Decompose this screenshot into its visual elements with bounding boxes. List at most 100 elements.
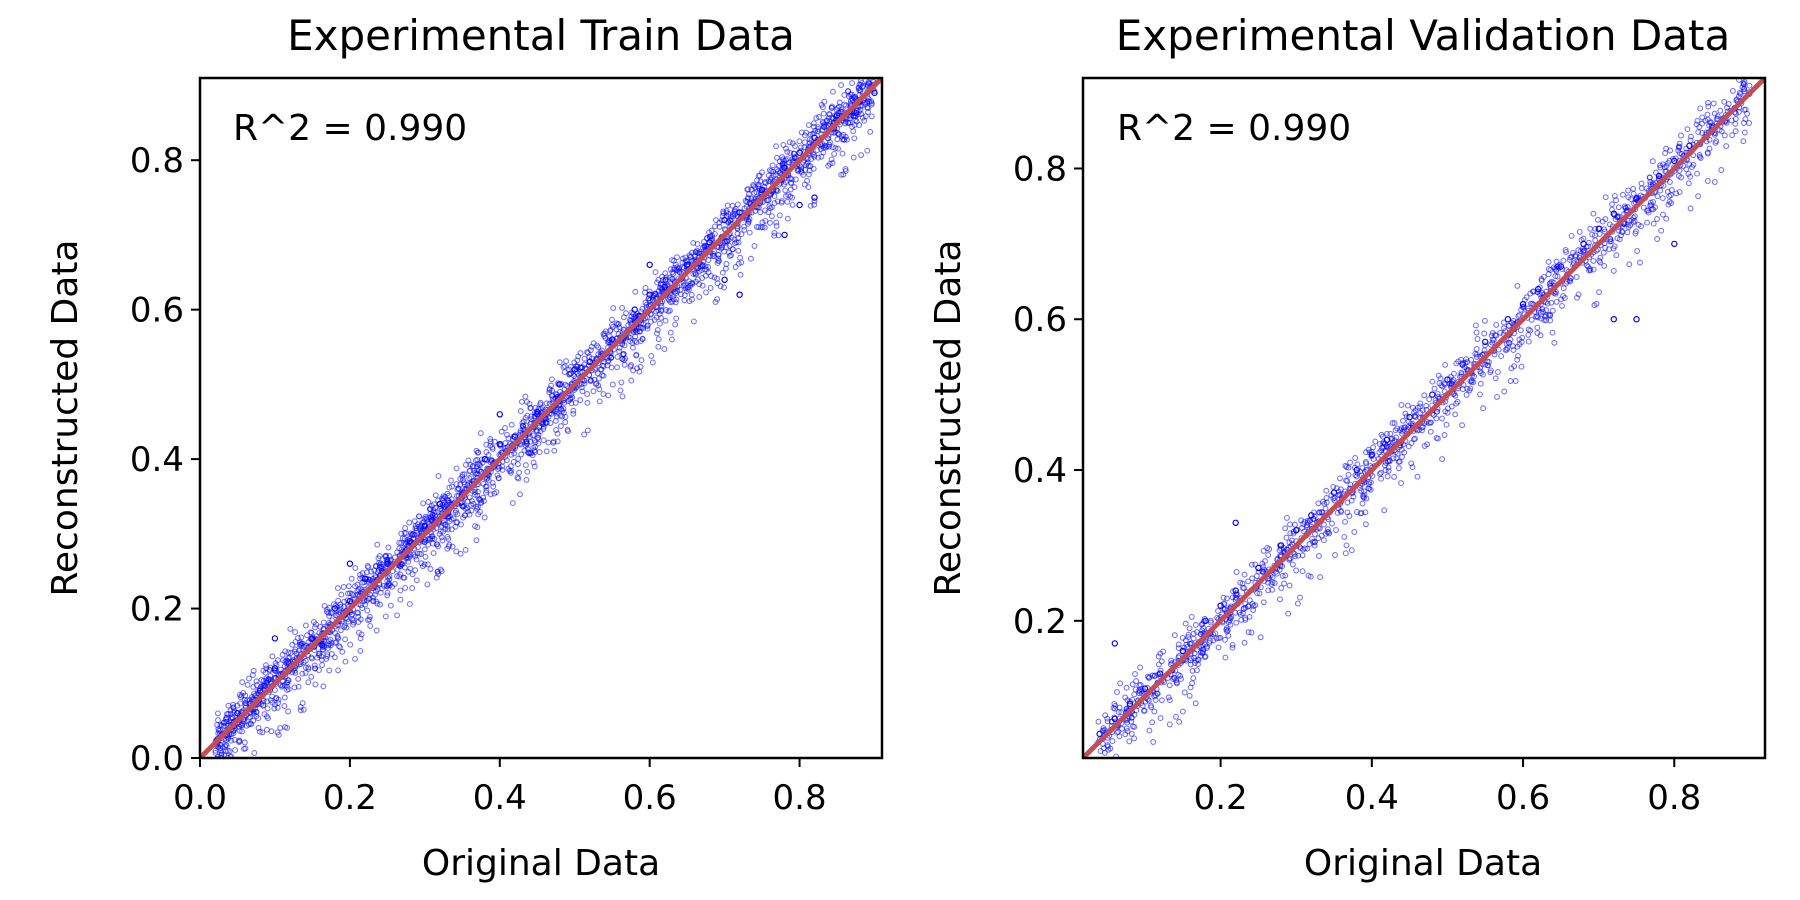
scatter-point: [791, 155, 798, 162]
scatter-point: [1113, 781, 1118, 786]
scatter-point: [305, 679, 312, 686]
scatter-point: [807, 202, 814, 209]
scatter-point: [1666, 198, 1673, 205]
scatter-point: [473, 447, 480, 454]
scatter-point: [767, 219, 773, 226]
scatter-point: [1315, 553, 1322, 559]
scatter-point: [529, 432, 536, 439]
scatter-point: [1712, 139, 1719, 146]
scatter-point: [478, 499, 485, 506]
scatter-point: [869, 54, 874, 59]
scatter-point: [534, 434, 541, 441]
scatter-point: [384, 560, 391, 567]
scatter-point: [364, 607, 371, 614]
scatter-point: [1591, 302, 1598, 309]
scatter-point: [614, 353, 621, 360]
scatter-point: [255, 715, 262, 722]
scatter-point: [1431, 385, 1438, 392]
scatter-point: [321, 602, 328, 609]
scatter-point: [581, 355, 588, 362]
scatter-point: [536, 449, 543, 456]
scatter-point: [798, 144, 804, 151]
scatter-point: [466, 494, 473, 501]
scatter-point: [690, 318, 697, 325]
scatter-point: [548, 376, 555, 383]
scatter-point: [433, 574, 440, 581]
scatter-point: [1481, 330, 1488, 337]
scatter-point: [1468, 356, 1475, 363]
scatter-point: [556, 359, 563, 366]
scatter-point: [1519, 301, 1527, 308]
scatter-point: [241, 739, 248, 746]
scatter-point: [1426, 396, 1433, 403]
scatter-point: [681, 297, 688, 304]
scatter-point: [1444, 376, 1451, 383]
scatter-point: [648, 311, 654, 318]
scatter-point: [413, 556, 420, 563]
scatter-point: [347, 641, 354, 648]
scatter-point: [264, 705, 271, 712]
scatter-point: [1232, 519, 1239, 527]
scatter-point: [1382, 467, 1389, 474]
scatter-point: [324, 651, 331, 658]
scatter-point: [1141, 707, 1148, 714]
scatter-point: [297, 661, 304, 667]
scatter-point: [239, 679, 246, 686]
scatter-point: [784, 156, 790, 162]
scatter-point: [1538, 315, 1545, 322]
scatter-point: [352, 583, 358, 590]
scatter-point: [547, 420, 554, 426]
scatter-point: [1592, 237, 1599, 244]
scatter-point: [317, 623, 324, 630]
scatter-point: [1146, 727, 1153, 734]
scatter-point: [667, 329, 674, 336]
scatter-point: [833, 112, 841, 119]
scatter-point: [562, 381, 569, 388]
scatter-point: [1520, 304, 1527, 311]
scatter-point: [767, 205, 774, 212]
scatter-point: [1492, 375, 1499, 382]
scatter-point: [1615, 213, 1622, 220]
scatter-point: [1625, 224, 1632, 230]
scatter-point: [1377, 469, 1384, 476]
scatter-point: [228, 731, 235, 738]
scatter-point: [835, 145, 842, 152]
scatter-point: [366, 613, 373, 620]
scatter-point: [1202, 617, 1209, 625]
scatter-point: [587, 377, 594, 384]
scatter-point: [1637, 259, 1643, 266]
scatter-point: [780, 163, 787, 170]
scatter-point: [1587, 225, 1594, 232]
scatter-point: [461, 481, 468, 488]
scatter-point: [1311, 513, 1318, 520]
scatter-point: [507, 469, 514, 476]
scatter-point: [374, 600, 381, 607]
scatter-point: [609, 381, 616, 388]
scatter-point: [515, 455, 522, 462]
scatter-point: [1384, 430, 1390, 437]
scatter-point: [590, 388, 597, 395]
scatter-point: [1487, 369, 1494, 376]
identity-line: [200, 78, 882, 758]
scatter-point: [1441, 388, 1448, 395]
scatter-point: [1301, 518, 1308, 525]
scatter-point: [1687, 205, 1694, 212]
scatter-point: [263, 726, 270, 733]
scatter-point: [649, 359, 656, 366]
scatter-point: [242, 699, 249, 706]
scatter-point: [1151, 672, 1158, 679]
scatter-point: [1711, 179, 1718, 185]
scatter-point: [1695, 129, 1702, 136]
scatter-point: [696, 294, 703, 300]
scatter-point: [231, 736, 238, 743]
scatter-point: [260, 702, 267, 709]
scatter-point: [1640, 204, 1647, 211]
scatter-point: [1552, 273, 1559, 280]
scatter-point: [510, 458, 517, 465]
scatter-point: [565, 428, 571, 435]
scatter-point: [1559, 302, 1565, 309]
scatter-point: [1610, 267, 1617, 274]
scatter-point: [1573, 274, 1580, 280]
scatter-point: [425, 541, 432, 548]
scatter-point: [656, 320, 663, 327]
